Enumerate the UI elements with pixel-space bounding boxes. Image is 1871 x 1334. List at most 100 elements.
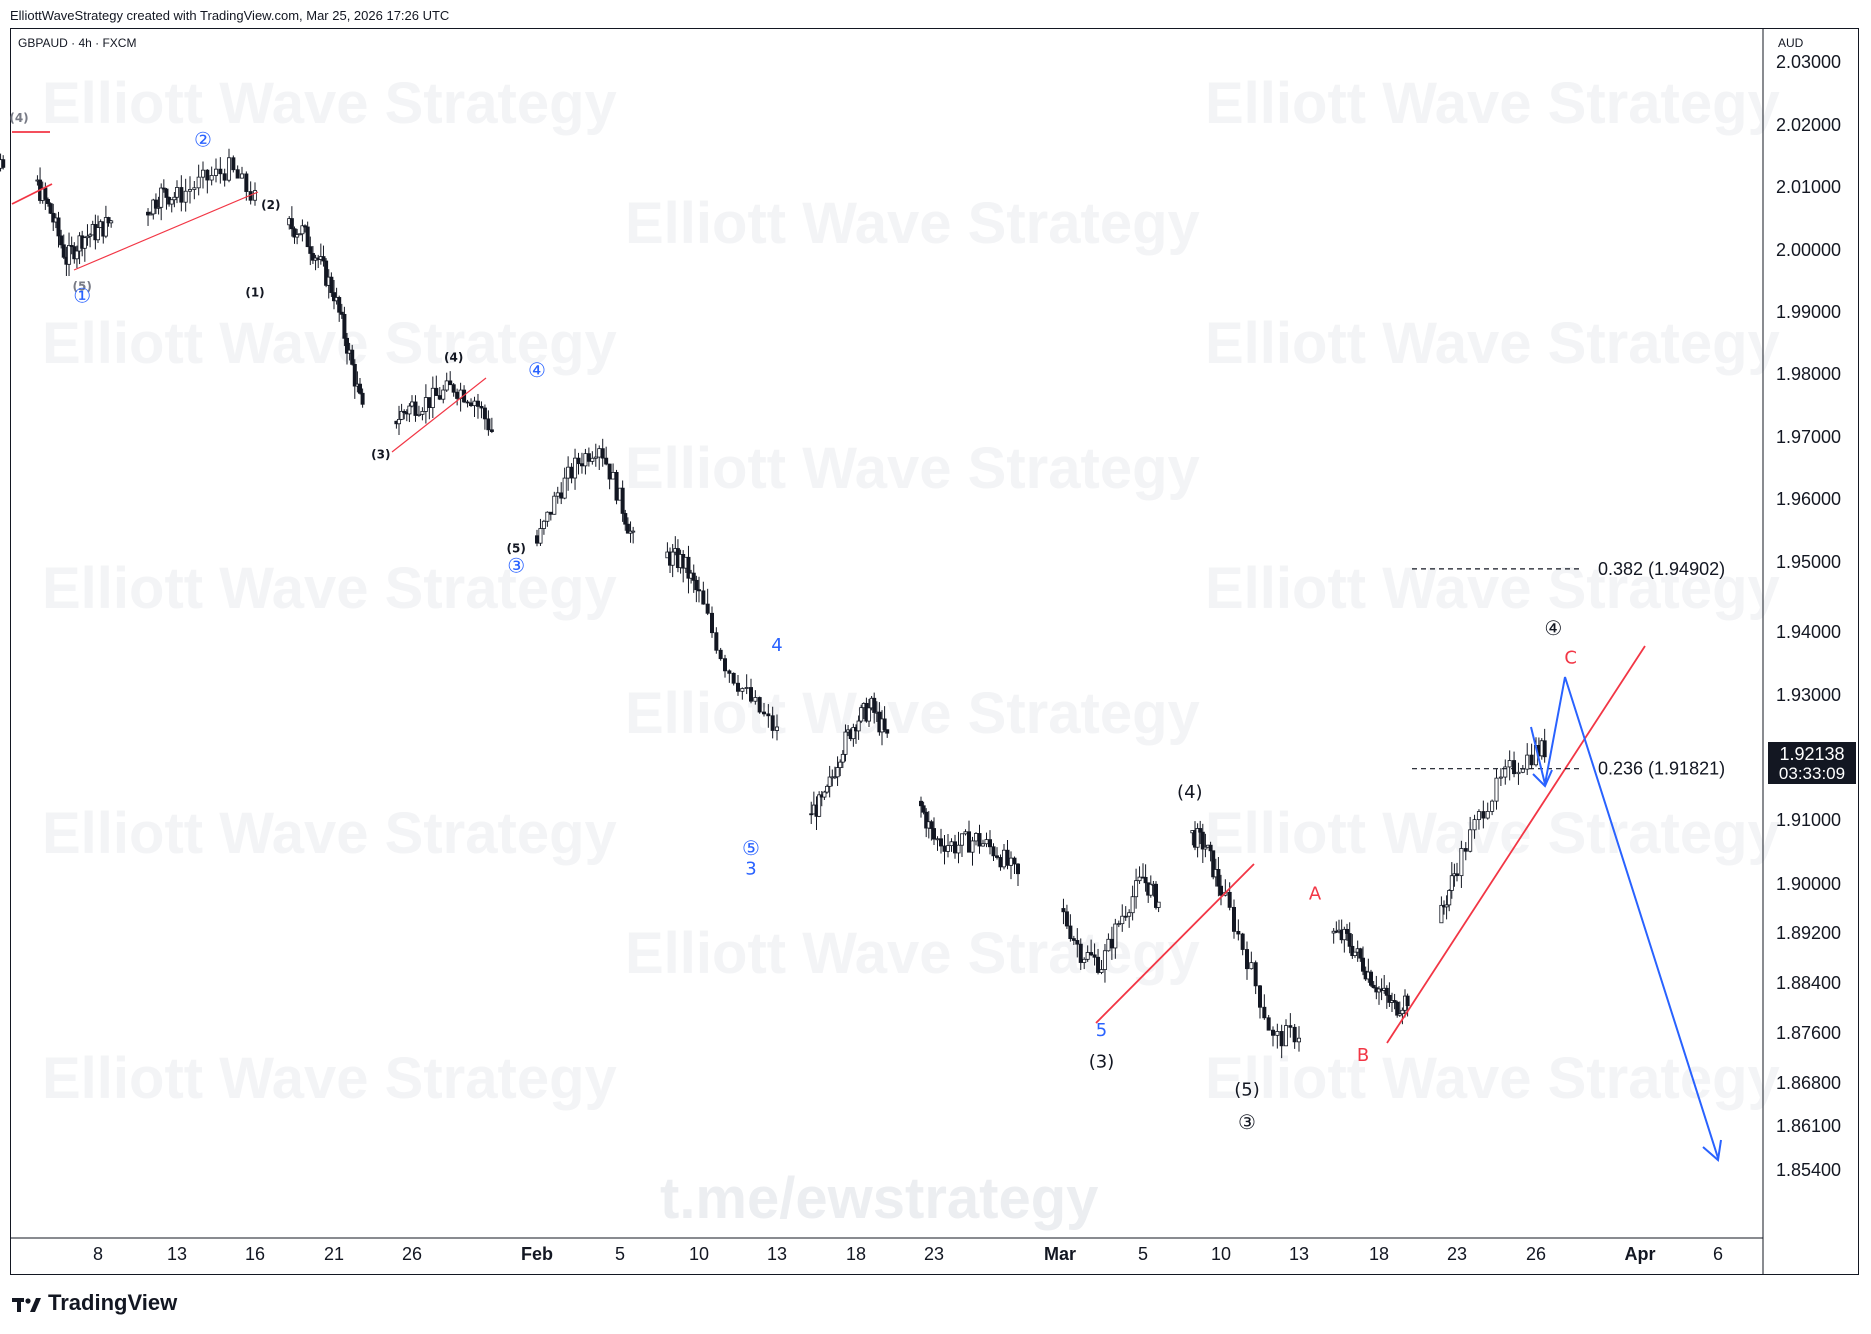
- wave-label: (5): [73, 279, 92, 293]
- candle: [942, 835, 947, 865]
- candle: [465, 399, 470, 408]
- candle: [174, 180, 179, 204]
- candle: [169, 199, 174, 213]
- x-tick-label: 6: [1713, 1244, 1723, 1264]
- fib-level-label: 0.382 (1.94902): [1598, 559, 1725, 579]
- candle: [929, 819, 934, 841]
- candle: [59, 229, 64, 249]
- candle: [56, 211, 61, 248]
- candle: [85, 224, 90, 246]
- candle: [1236, 919, 1241, 941]
- candle: [573, 448, 578, 490]
- candle: [409, 395, 414, 408]
- candle: [1275, 1023, 1280, 1049]
- symbol-label[interactable]: GBPAUD · 4h · FXCM: [18, 36, 137, 50]
- candle: [308, 236, 313, 266]
- candle: [1542, 728, 1547, 763]
- candle: [1009, 851, 1014, 880]
- candle: [697, 576, 702, 603]
- candle: [835, 756, 840, 786]
- candle: [1016, 863, 1021, 887]
- candle: [939, 828, 944, 854]
- candle: [825, 784, 830, 794]
- candle: [1141, 863, 1146, 879]
- candle: [1498, 768, 1503, 787]
- candle: [1516, 762, 1521, 785]
- candle: [1345, 923, 1350, 941]
- candle: [1099, 960, 1104, 975]
- candle: [1472, 814, 1477, 839]
- trendline-4[interactable]: [391, 377, 487, 453]
- candle: [967, 820, 972, 853]
- candle: [822, 790, 827, 800]
- wave-label: ②: [194, 128, 212, 152]
- candle: [420, 407, 425, 421]
- candle: [1369, 969, 1374, 987]
- candle: [1227, 882, 1232, 911]
- candle: [148, 211, 153, 216]
- candle: [984, 832, 989, 848]
- candle: [1064, 904, 1069, 930]
- x-tick-label: 18: [1369, 1244, 1389, 1264]
- candle: [949, 838, 954, 852]
- candle: [239, 166, 244, 179]
- candle: [337, 295, 342, 322]
- candle: [1449, 862, 1454, 899]
- candle: [859, 704, 864, 724]
- candle: [1137, 866, 1142, 884]
- candle: [817, 791, 822, 818]
- y-tick-label: 1.95000: [1776, 552, 1841, 572]
- candle: [357, 378, 362, 395]
- trendline-6[interactable]: [1386, 645, 1646, 1044]
- candle: [67, 232, 72, 277]
- y-tick-label: 1.88400: [1776, 973, 1841, 993]
- candle: [691, 564, 696, 593]
- candle: [607, 463, 612, 490]
- wave-label: (4): [1177, 782, 1203, 803]
- y-tick-label: 1.85400: [1776, 1160, 1841, 1180]
- projection-path[interactable]: [1530, 676, 1719, 1159]
- y-tick-label: 1.91000: [1776, 810, 1841, 830]
- candle: [1240, 932, 1245, 956]
- candle: [45, 197, 50, 207]
- candle: [200, 161, 205, 189]
- candle: [61, 234, 66, 260]
- projection-arrowhead: [1702, 1139, 1722, 1162]
- candle: [576, 452, 581, 475]
- x-tick-label: 26: [1526, 1244, 1546, 1264]
- candle: [1211, 850, 1216, 880]
- wave-label: 4: [771, 635, 782, 656]
- trendline-5[interactable]: [1095, 863, 1255, 1024]
- candle: [413, 395, 418, 422]
- candle: [670, 544, 675, 578]
- wave-label: ④: [1544, 616, 1562, 640]
- candle: [342, 306, 347, 347]
- x-tick-label: 5: [1138, 1244, 1148, 1264]
- chart-frame[interactable]: [10, 28, 1859, 1275]
- candle: [593, 443, 598, 467]
- candle: [153, 193, 158, 214]
- candle: [352, 359, 357, 399]
- bar-countdown: 03:33:09: [1778, 764, 1846, 783]
- candle: [727, 669, 732, 683]
- candle: [451, 383, 456, 397]
- candle: [339, 303, 344, 319]
- trendline-3[interactable]: [73, 191, 259, 271]
- candle: [69, 236, 74, 255]
- y-tick-label: 1.86800: [1776, 1073, 1841, 1093]
- wave-label: A: [1309, 883, 1322, 904]
- tradingview-brand[interactable]: TradingView: [12, 1290, 177, 1316]
- y-tick-label: 1.89200: [1776, 923, 1841, 943]
- candle: [856, 715, 861, 740]
- trendline-2[interactable]: [11, 183, 53, 205]
- candle: [1384, 985, 1389, 1009]
- candle: [407, 403, 412, 423]
- candle: [252, 182, 257, 206]
- candle: [1374, 975, 1379, 1000]
- candle: [1253, 960, 1258, 995]
- candle: [1447, 889, 1452, 912]
- y-tick-label: 1.86100: [1776, 1116, 1841, 1136]
- candle: [74, 245, 79, 269]
- candle: [1490, 799, 1495, 816]
